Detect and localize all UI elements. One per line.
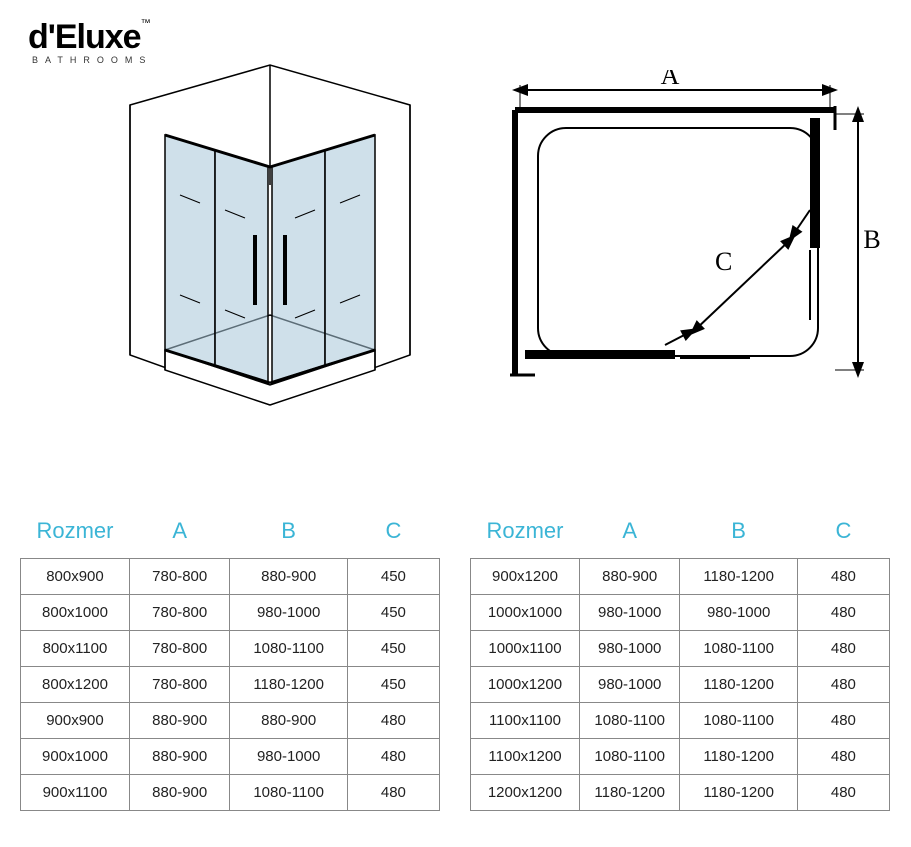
trademark-symbol: ™ <box>141 18 150 29</box>
table-row: 800x1200780-8001180-1200450 <box>21 667 440 703</box>
table-cell: 1180-1200 <box>680 739 797 775</box>
table-row: 900x1200880-9001180-1200480 <box>471 559 890 595</box>
table-cell: 900x900 <box>21 703 130 739</box>
table-cell: 480 <box>797 631 889 667</box>
table-row: 900x900880-900880-900480 <box>21 703 440 739</box>
table-row: 800x1100780-8001080-1100450 <box>21 631 440 667</box>
table-header: A <box>129 510 230 559</box>
table-row: 800x900780-800880-900450 <box>21 559 440 595</box>
table-cell: 1080-1100 <box>579 703 680 739</box>
table-row: 1100x12001080-11001180-1200480 <box>471 739 890 775</box>
table-cell: 1180-1200 <box>680 775 797 811</box>
table-cell: 800x1200 <box>21 667 130 703</box>
table-cell: 480 <box>347 703 439 739</box>
table-cell: 980-1000 <box>230 595 347 631</box>
table-cell: 480 <box>797 739 889 775</box>
dimension-label-b: B <box>863 225 880 254</box>
table-cell: 480 <box>797 703 889 739</box>
table-header: Rozmer <box>21 510 130 559</box>
table-cell: 1000x1200 <box>471 667 580 703</box>
table-row: 1000x1200980-10001180-1200480 <box>471 667 890 703</box>
dimension-table-right: RozmerABC 900x1200880-9001180-1200480100… <box>470 510 890 811</box>
table-cell: 780-800 <box>129 559 230 595</box>
table-cell: 1180-1200 <box>680 667 797 703</box>
table-cell: 780-800 <box>129 595 230 631</box>
table-cell: 480 <box>797 559 889 595</box>
table-row: 1000x1000980-1000980-1000480 <box>471 595 890 631</box>
table-cell: 1080-1100 <box>579 739 680 775</box>
table-cell: 880-900 <box>129 739 230 775</box>
dimension-label-a: A <box>661 70 680 90</box>
table-cell: 880-900 <box>579 559 680 595</box>
table-cell: 480 <box>347 775 439 811</box>
table-cell: 800x1100 <box>21 631 130 667</box>
table-cell: 480 <box>797 667 889 703</box>
dimension-table-left: RozmerABC 800x900780-800880-900450800x10… <box>20 510 440 811</box>
table-row: 1200x12001180-12001180-1200480 <box>471 775 890 811</box>
table-cell: 1180-1200 <box>230 667 347 703</box>
table-cell: 980-1000 <box>680 595 797 631</box>
table-cell: 880-900 <box>230 703 347 739</box>
table-cell: 780-800 <box>129 667 230 703</box>
table-cell: 880-900 <box>230 559 347 595</box>
table-cell: 1200x1200 <box>471 775 580 811</box>
table-cell: 450 <box>347 667 439 703</box>
table-cell: 450 <box>347 559 439 595</box>
table-cell: 980-1000 <box>579 595 680 631</box>
table-header: B <box>230 510 347 559</box>
table-cell: 480 <box>347 739 439 775</box>
table-cell: 900x1000 <box>21 739 130 775</box>
table-cell: 800x1000 <box>21 595 130 631</box>
dimension-label-c: C <box>715 247 732 276</box>
table-cell: 1080-1100 <box>230 631 347 667</box>
table-cell: 450 <box>347 595 439 631</box>
table-cell: 1080-1100 <box>680 631 797 667</box>
plan-drawing: A B C <box>490 70 880 400</box>
table-row: 900x1100880-9001080-1100480 <box>21 775 440 811</box>
brand-name: d'Eluxe™ <box>28 18 152 57</box>
table-cell: 1100x1100 <box>471 703 580 739</box>
table-cell: 880-900 <box>129 703 230 739</box>
table-header: C <box>797 510 889 559</box>
table-cell: 980-1000 <box>579 631 680 667</box>
table-cell: 1180-1200 <box>579 775 680 811</box>
table-header: Rozmer <box>471 510 580 559</box>
table-header: C <box>347 510 439 559</box>
table-cell: 450 <box>347 631 439 667</box>
table-cell: 980-1000 <box>579 667 680 703</box>
table-cell: 1100x1200 <box>471 739 580 775</box>
table-cell: 780-800 <box>129 631 230 667</box>
table-cell: 1080-1100 <box>230 775 347 811</box>
dimension-tables: RozmerABC 800x900780-800880-900450800x10… <box>20 510 891 811</box>
table-row: 1000x1100980-10001080-1100480 <box>471 631 890 667</box>
table-header: A <box>579 510 680 559</box>
table-cell: 1080-1100 <box>680 703 797 739</box>
table-cell: 1000x1000 <box>471 595 580 631</box>
table-header: B <box>680 510 797 559</box>
table-cell: 1000x1100 <box>471 631 580 667</box>
table-cell: 900x1100 <box>21 775 130 811</box>
table-cell: 800x900 <box>21 559 130 595</box>
table-cell: 480 <box>797 775 889 811</box>
table-cell: 1180-1200 <box>680 559 797 595</box>
table-row: 800x1000780-800980-1000450 <box>21 595 440 631</box>
table-row: 1100x11001080-11001080-1100480 <box>471 703 890 739</box>
isometric-drawing <box>110 55 430 435</box>
table-cell: 880-900 <box>129 775 230 811</box>
table-cell: 900x1200 <box>471 559 580 595</box>
table-cell: 980-1000 <box>230 739 347 775</box>
table-cell: 480 <box>797 595 889 631</box>
table-row: 900x1000880-900980-1000480 <box>21 739 440 775</box>
